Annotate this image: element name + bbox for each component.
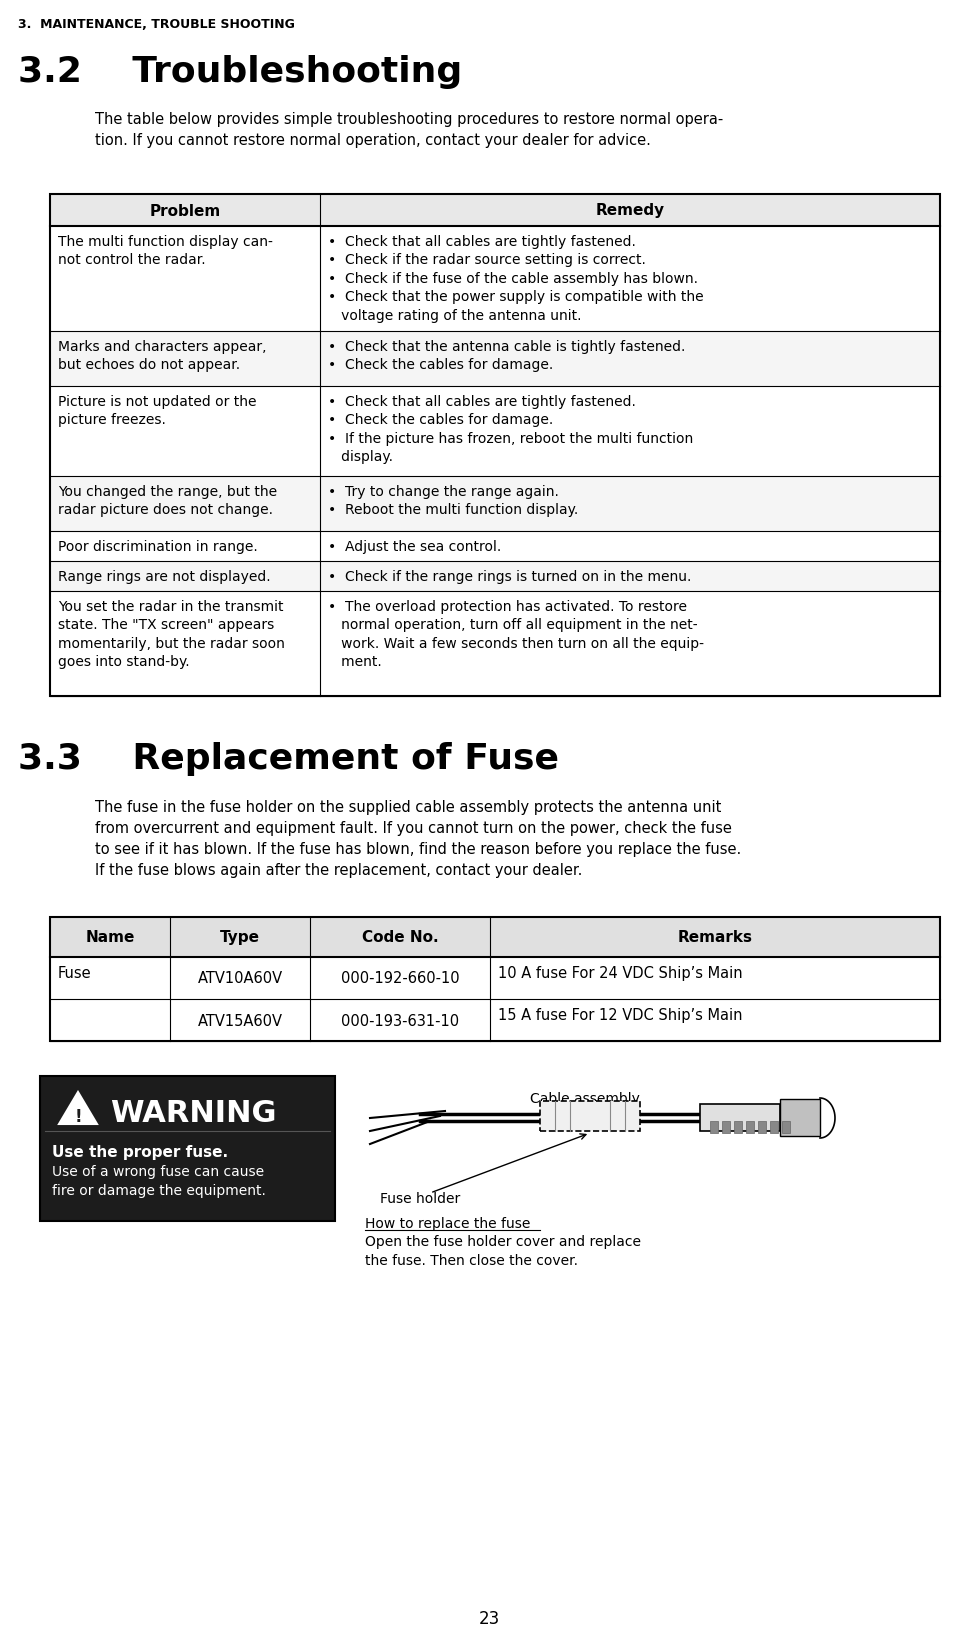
Bar bbox=[50, 195, 939, 226]
Bar bbox=[539, 1101, 639, 1131]
Bar bbox=[721, 1121, 729, 1133]
Text: •  Check that all cables are tightly fastened.
•  Check the cables for damage.
•: • Check that all cables are tightly fast… bbox=[327, 395, 693, 464]
Bar bbox=[769, 1121, 778, 1133]
Bar bbox=[50, 387, 939, 477]
Bar bbox=[50, 918, 939, 957]
Text: Use the proper fuse.: Use the proper fuse. bbox=[52, 1144, 228, 1159]
Polygon shape bbox=[59, 1092, 97, 1124]
Text: Type: Type bbox=[220, 929, 260, 946]
Bar bbox=[50, 562, 939, 592]
Text: 3.  MAINTENANCE, TROUBLE SHOOTING: 3. MAINTENANCE, TROUBLE SHOOTING bbox=[18, 18, 295, 31]
Text: 3.3    Replacement of Fuse: 3.3 Replacement of Fuse bbox=[18, 741, 559, 775]
Bar bbox=[50, 331, 939, 387]
Text: Open the fuse holder cover and replace
the fuse. Then close the cover.: Open the fuse holder cover and replace t… bbox=[364, 1234, 640, 1267]
Bar bbox=[782, 1121, 789, 1133]
Text: Cable assembly: Cable assembly bbox=[530, 1092, 639, 1105]
Bar bbox=[50, 226, 939, 331]
Text: •  Check that the antenna cable is tightly fastened.
•  Check the cables for dam: • Check that the antenna cable is tightl… bbox=[327, 339, 685, 372]
Bar bbox=[50, 592, 939, 697]
Text: 23: 23 bbox=[478, 1609, 499, 1628]
Text: Marks and characters appear,
but echoes do not appear.: Marks and characters appear, but echoes … bbox=[58, 339, 266, 372]
Text: WARNING: WARNING bbox=[109, 1098, 276, 1128]
Text: •  The overload protection has activated. To restore
   normal operation, turn o: • The overload protection has activated.… bbox=[327, 600, 703, 669]
Text: The table below provides simple troubleshooting procedures to restore normal ope: The table below provides simple troubles… bbox=[95, 111, 723, 148]
Text: Range rings are not displayed.: Range rings are not displayed. bbox=[58, 570, 271, 583]
Text: !: ! bbox=[74, 1108, 82, 1126]
Bar bbox=[757, 1121, 765, 1133]
Text: ATV10A60V: ATV10A60V bbox=[197, 970, 282, 987]
Bar bbox=[50, 195, 939, 697]
Text: •  Check that all cables are tightly fastened.
•  Check if the radar source sett: • Check that all cables are tightly fast… bbox=[327, 234, 702, 323]
Text: 3.2    Troubleshooting: 3.2 Troubleshooting bbox=[18, 56, 462, 89]
Bar bbox=[780, 1100, 819, 1136]
Bar bbox=[50, 477, 939, 531]
Text: Code No.: Code No. bbox=[361, 929, 438, 946]
Bar bbox=[50, 1000, 939, 1041]
Bar bbox=[745, 1121, 753, 1133]
Text: 000-193-631-10: 000-193-631-10 bbox=[341, 1013, 458, 1028]
Text: Fuse: Fuse bbox=[58, 965, 92, 980]
Text: Poor discrimination in range.: Poor discrimination in range. bbox=[58, 539, 258, 554]
Bar bbox=[50, 918, 939, 1041]
Text: You changed the range, but the
radar picture does not change.: You changed the range, but the radar pic… bbox=[58, 485, 276, 516]
Text: •  Check if the range rings is turned on in the menu.: • Check if the range rings is turned on … bbox=[327, 570, 691, 583]
Text: 15 A fuse For 12 VDC Ship’s Main: 15 A fuse For 12 VDC Ship’s Main bbox=[497, 1008, 742, 1023]
Text: ATV15A60V: ATV15A60V bbox=[197, 1013, 282, 1028]
Text: Fuse holder: Fuse holder bbox=[380, 1192, 460, 1205]
Text: 000-192-660-10: 000-192-660-10 bbox=[340, 970, 459, 987]
Text: Remarks: Remarks bbox=[677, 929, 751, 946]
Text: •  Try to change the range again.
•  Reboot the multi function display.: • Try to change the range again. • Reboo… bbox=[327, 485, 577, 516]
Bar bbox=[40, 1077, 335, 1221]
Text: Problem: Problem bbox=[149, 203, 221, 218]
Bar bbox=[50, 531, 939, 562]
Bar bbox=[700, 1105, 780, 1131]
Text: Picture is not updated or the
picture freezes.: Picture is not updated or the picture fr… bbox=[58, 395, 256, 428]
Bar bbox=[50, 957, 939, 1000]
Text: The fuse in the fuse holder on the supplied cable assembly protects the antenna : The fuse in the fuse holder on the suppl… bbox=[95, 800, 741, 877]
Text: The multi function display can-
not control the radar.: The multi function display can- not cont… bbox=[58, 234, 273, 267]
Text: How to replace the fuse: How to replace the fuse bbox=[364, 1216, 530, 1231]
Bar bbox=[709, 1121, 717, 1133]
Text: You set the radar in the transmit
state. The "TX screen" appears
momentarily, bu: You set the radar in the transmit state.… bbox=[58, 600, 284, 669]
Text: Name: Name bbox=[85, 929, 135, 946]
Text: •  Adjust the sea control.: • Adjust the sea control. bbox=[327, 539, 501, 554]
Bar bbox=[734, 1121, 742, 1133]
Text: 10 A fuse For 24 VDC Ship’s Main: 10 A fuse For 24 VDC Ship’s Main bbox=[497, 965, 742, 980]
Text: Remedy: Remedy bbox=[595, 203, 664, 218]
Text: Use of a wrong fuse can cause
fire or damage the equipment.: Use of a wrong fuse can cause fire or da… bbox=[52, 1164, 266, 1198]
